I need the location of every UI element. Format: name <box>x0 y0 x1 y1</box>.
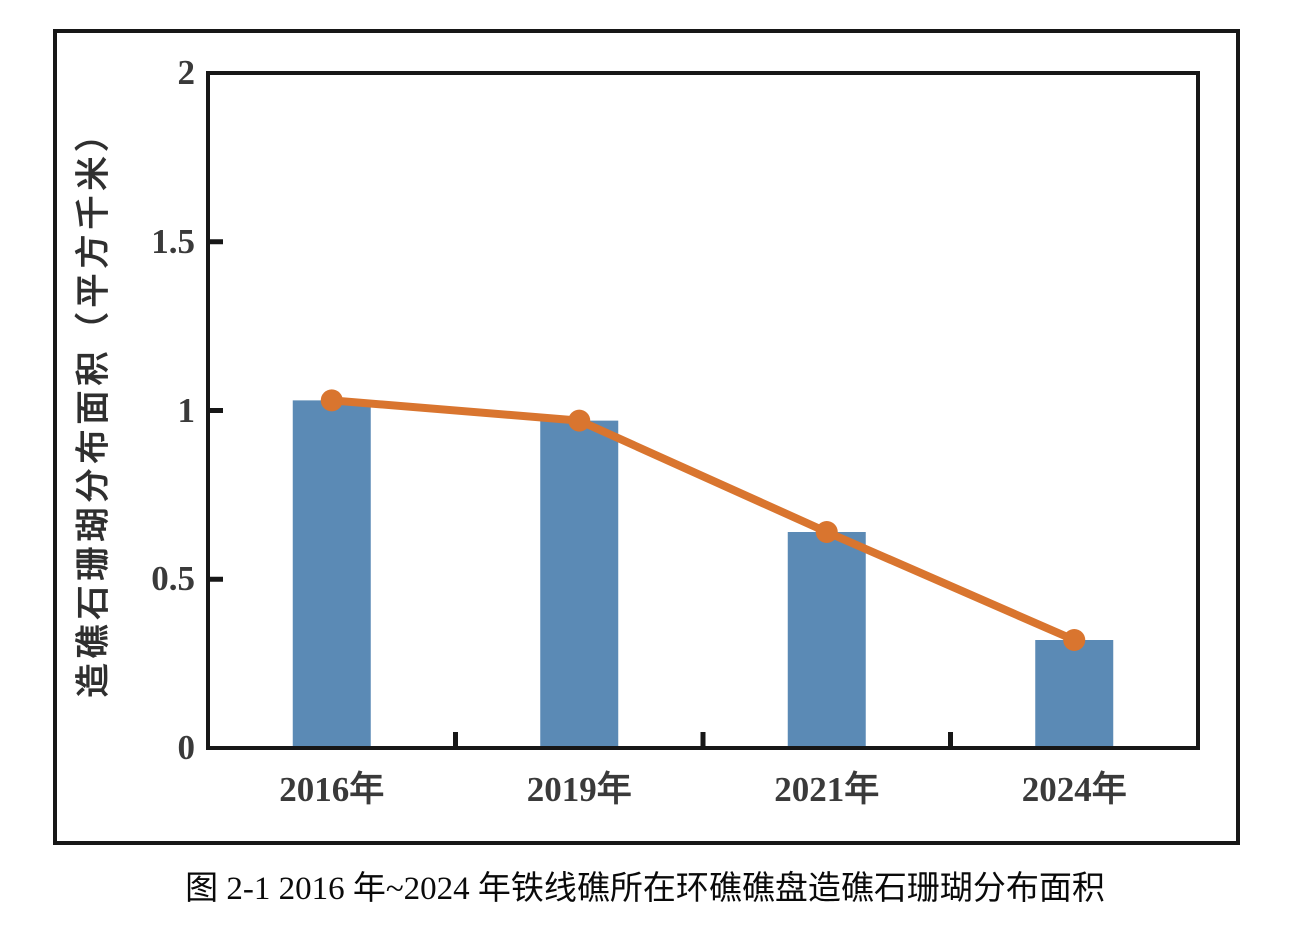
y-tick-label: 0.5 <box>151 559 195 599</box>
x-tick-label: 2016年 <box>279 770 385 809</box>
line-marker <box>815 521 838 543</box>
bar <box>787 532 866 748</box>
line-marker <box>320 389 343 412</box>
y-tick-label: 1.5 <box>151 221 195 261</box>
y-tick-label: 2 <box>177 53 196 92</box>
trend-line <box>327 396 1079 644</box>
x-tick-label: 2024年 <box>1021 770 1127 809</box>
line-marker <box>1063 629 1086 651</box>
x-tick-label: 2021年 <box>774 770 880 809</box>
y-tick-label: 0 <box>177 728 196 767</box>
x-tick-label: 2019年 <box>526 770 632 809</box>
bar <box>1035 640 1114 748</box>
y-tick-label: 1 <box>177 390 196 430</box>
bar <box>540 420 619 748</box>
line-marker <box>568 409 591 432</box>
figure-caption: 图 2-1 2016 年~2024 年铁线礁所在环礁礁盘造礁石珊瑚分布面积 <box>185 871 1105 907</box>
bar <box>292 400 371 748</box>
